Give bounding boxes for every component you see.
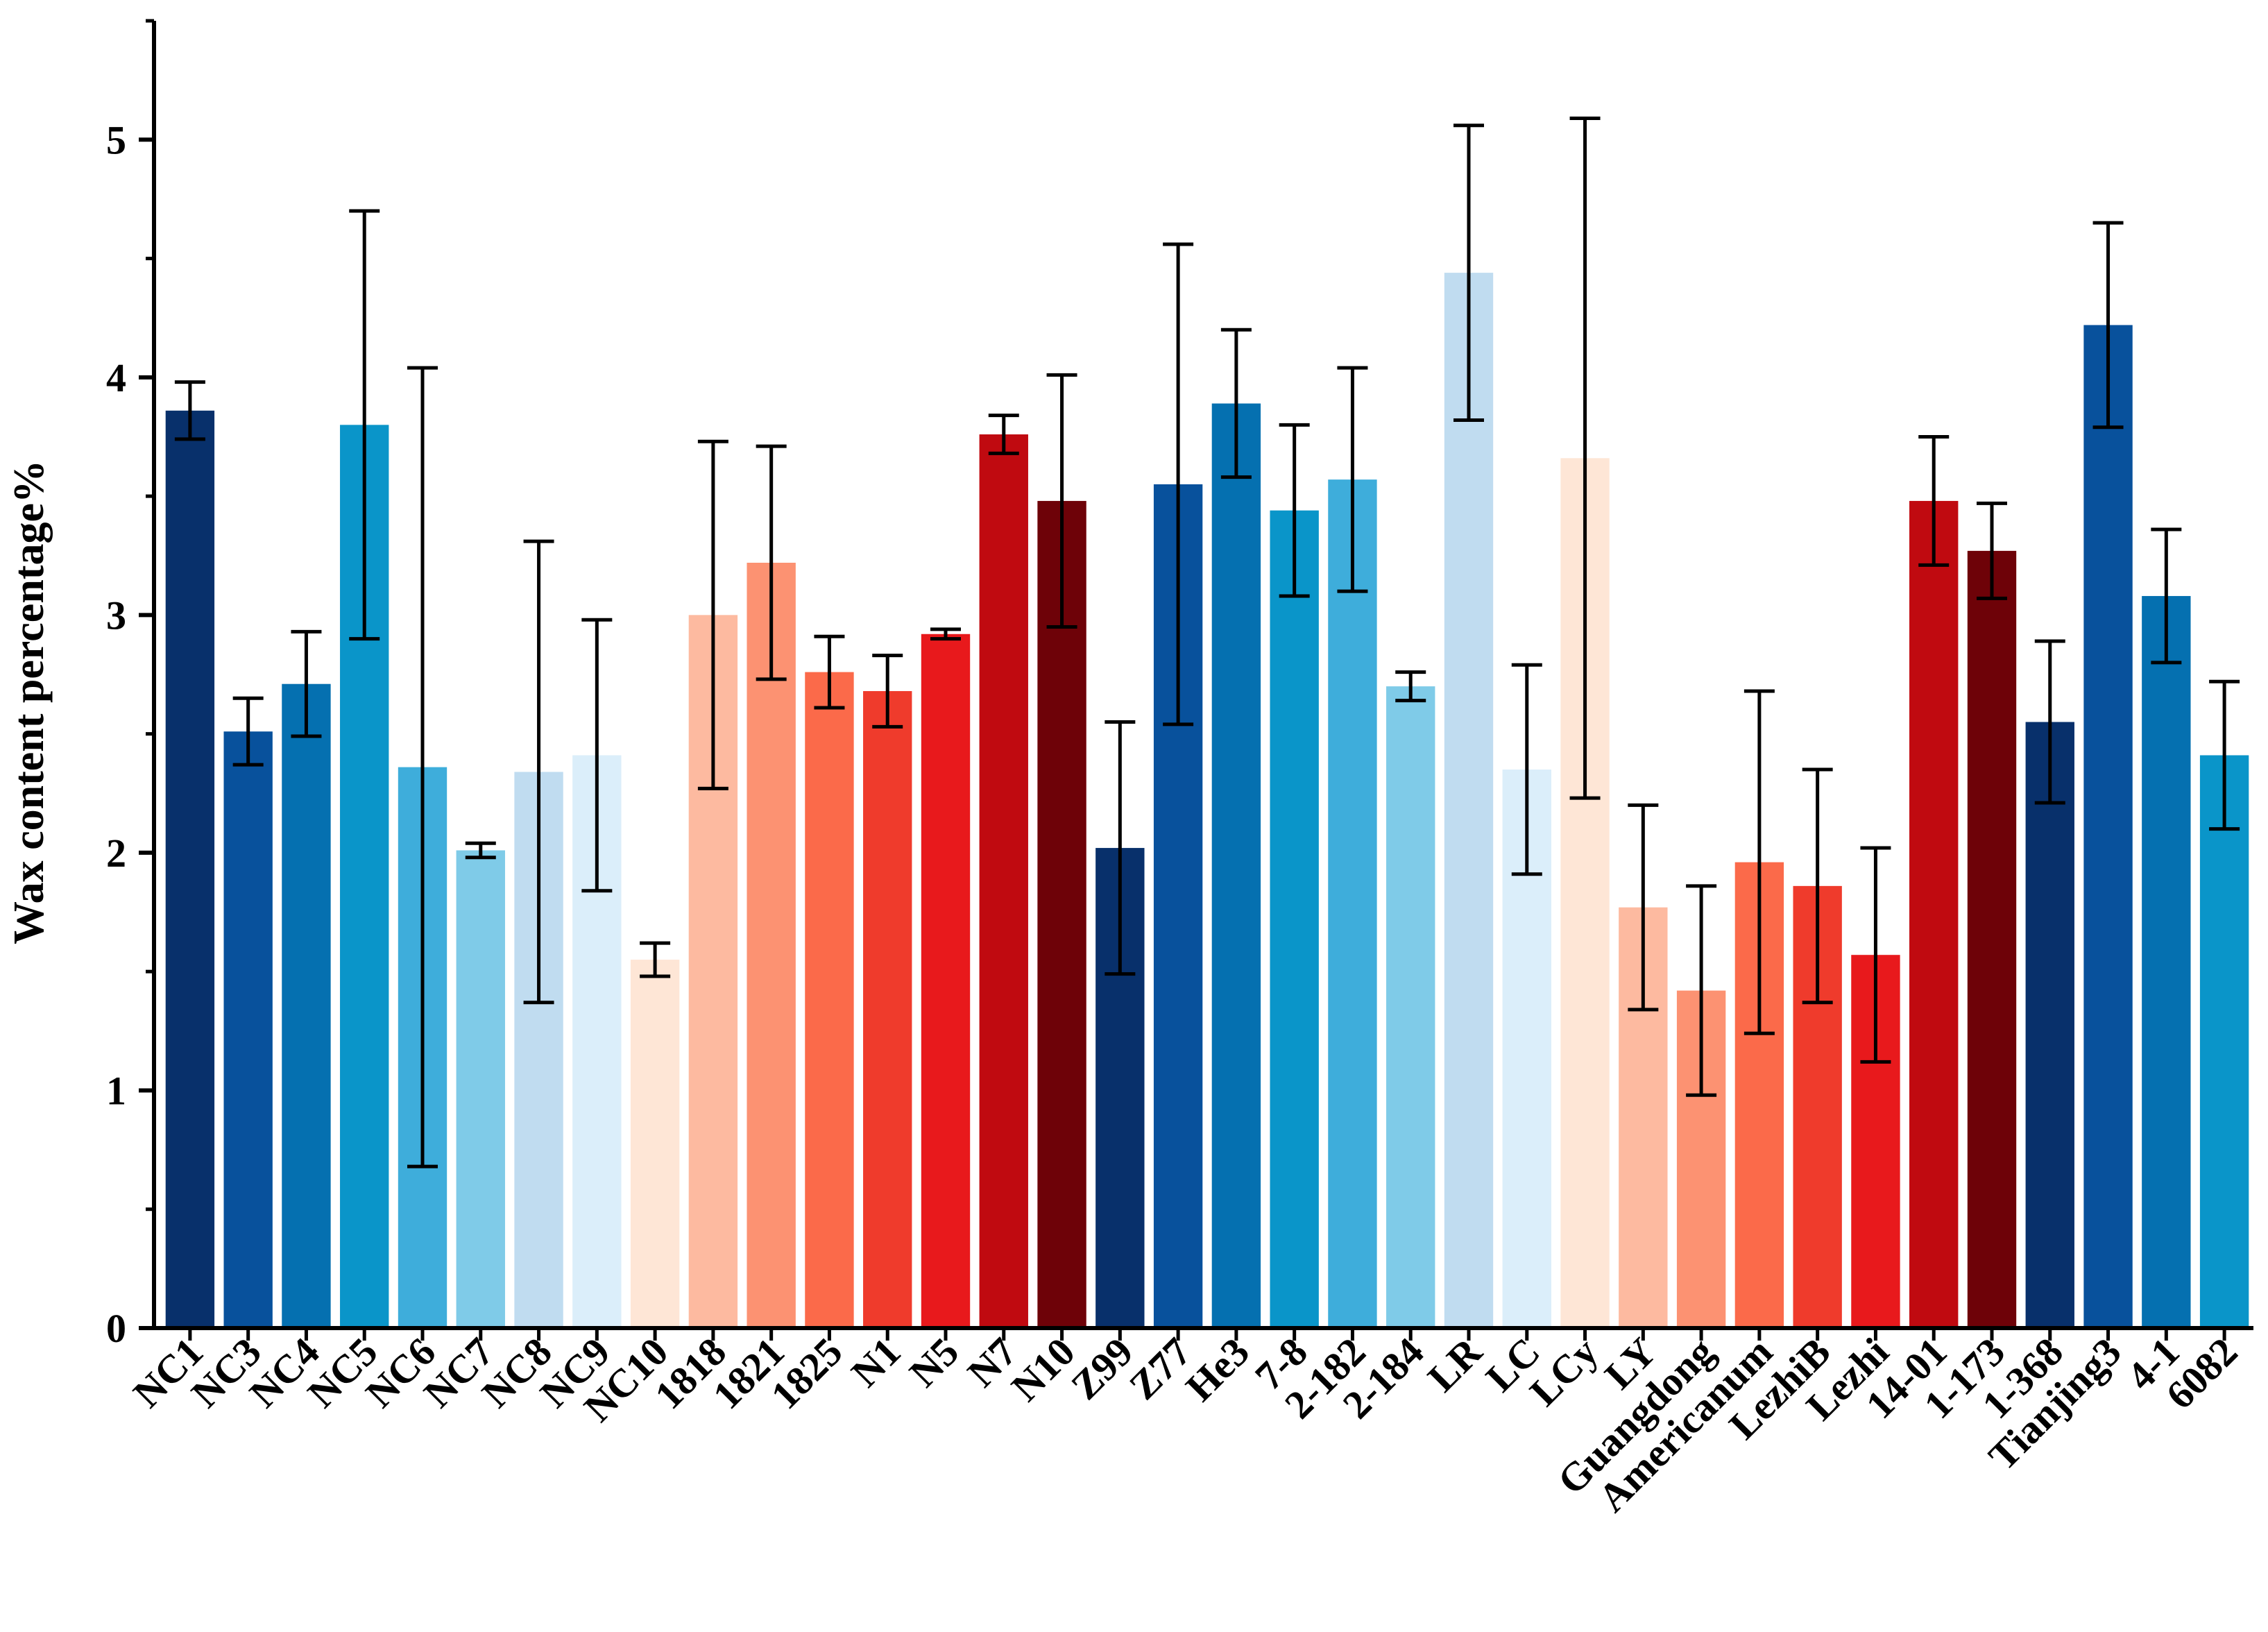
bar-NC10 <box>630 960 680 1328</box>
y-tick-label: 3 <box>106 593 126 638</box>
y-tick-label: 5 <box>106 117 126 162</box>
x-tick-label-N5: N5 <box>901 1329 967 1395</box>
bar-NC3 <box>223 731 273 1328</box>
x-tick-label-6082: 6082 <box>2157 1329 2246 1418</box>
bar-N5 <box>921 634 971 1328</box>
bars-layer <box>165 273 2249 1329</box>
bar-7-8 <box>1270 510 1319 1329</box>
bar-2-184 <box>1386 686 1435 1328</box>
bar-1-173 <box>1967 550 2017 1328</box>
axes-layer <box>152 21 2253 1330</box>
bar-2-182 <box>1328 479 1377 1328</box>
bar-LR <box>1444 273 1494 1329</box>
y-tick-label: 0 <box>106 1306 126 1351</box>
x-tick-label-He3: He3 <box>1177 1329 1259 1410</box>
bar-14-01 <box>1909 500 1959 1328</box>
bar-He3 <box>1211 403 1261 1328</box>
y-axis-title: Wax content percentage% <box>6 460 53 944</box>
bar-NC7 <box>456 850 505 1328</box>
x-tick-label-1825: 1825 <box>762 1329 851 1418</box>
x-tick-label-LR: LR <box>1419 1328 1491 1400</box>
bar-NC4 <box>282 683 331 1328</box>
y-tick-label: 4 <box>106 355 126 400</box>
bar-6082 <box>2199 755 2249 1328</box>
x-labels-layer: NC1NC3NC4NC5NC6NC7NC8NC9NC10181818211825… <box>124 1328 2246 1520</box>
y-tick-label: 1 <box>106 1068 126 1113</box>
x-tick-label-N1: N1 <box>842 1329 909 1395</box>
bar-NC1 <box>165 410 215 1328</box>
bar-N7 <box>979 434 1028 1329</box>
bar-1-368 <box>2025 722 2074 1328</box>
y-tick-label: 2 <box>106 831 126 876</box>
error-bars-layer <box>174 116 2240 1168</box>
bar-N1 <box>863 690 912 1328</box>
bar-1825 <box>805 672 854 1328</box>
bar-4-1 <box>2142 595 2191 1329</box>
y-ticks-layer: 0 1 2 3 4 5 <box>106 19 154 1351</box>
bar-N10 <box>1037 500 1086 1328</box>
bar-Tianjing3 <box>2083 325 2133 1328</box>
x-tick-label-LCy: LCy <box>1521 1329 1606 1414</box>
bar-1821 <box>747 563 796 1328</box>
